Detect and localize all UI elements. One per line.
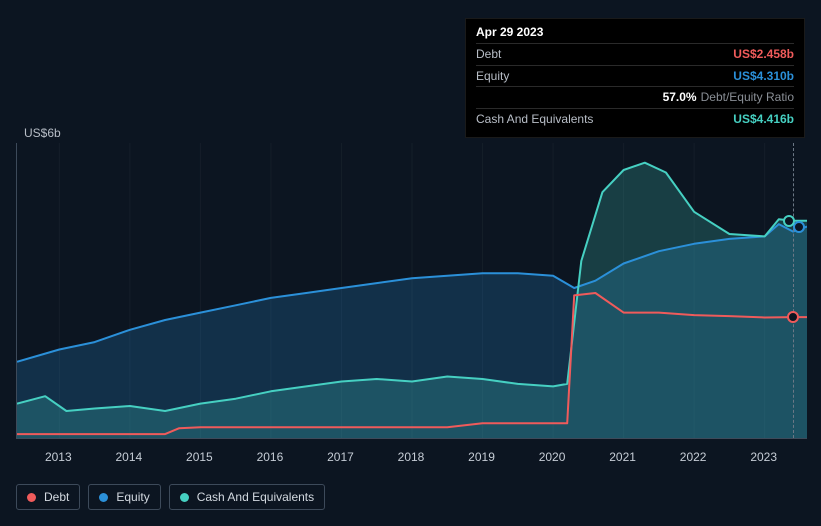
legend-label: Debt [44,490,69,504]
tooltip-value: US$4.310b [733,69,794,83]
x-axis-tick-label: 2013 [45,450,72,464]
legend-item[interactable]: Cash And Equivalents [169,484,325,510]
chart-plot-area[interactable] [16,143,807,439]
x-axis-tick-label: 2016 [257,450,284,464]
x-axis-tick-label: 2020 [539,450,566,464]
hover-tooltip: Apr 29 2023 Debt US$2.458b Equity US$4.3… [465,18,805,138]
y-axis-label-top: US$6b [24,126,61,140]
legend-label: Cash And Equivalents [197,490,314,504]
x-axis-tick-label: 2023 [750,450,777,464]
tooltip-row-ratio: 57.0%Debt/Equity Ratio [476,86,794,107]
x-axis-tick-label: 2018 [398,450,425,464]
tooltip-label: Debt [476,47,501,61]
series-marker [793,221,805,233]
tooltip-row-equity: Equity US$4.310b [476,65,794,86]
crosshair-line [793,143,794,438]
series-marker [787,311,799,323]
tooltip-row-debt: Debt US$2.458b [476,43,794,64]
chart-svg [17,143,807,438]
x-axis-tick-label: 2014 [115,450,142,464]
legend-dot-icon [27,493,36,502]
chart-root: Apr 29 2023 Debt US$2.458b Equity US$4.3… [0,0,821,526]
legend-label: Equity [116,490,149,504]
legend-dot-icon [99,493,108,502]
legend-item[interactable]: Debt [16,484,80,510]
x-axis-tick-label: 2022 [680,450,707,464]
x-axis-tick-label: 2017 [327,450,354,464]
x-axis-tick-label: 2019 [468,450,495,464]
tooltip-value: US$2.458b [733,47,794,61]
tooltip-label: Cash And Equivalents [476,112,593,126]
tooltip-value: US$4.416b [733,112,794,126]
tooltip-row-cash: Cash And Equivalents US$4.416b [476,108,794,129]
x-axis-tick-label: 2021 [609,450,636,464]
tooltip-ratio: 57.0%Debt/Equity Ratio [663,90,794,104]
legend-dot-icon [180,493,189,502]
legend: Debt Equity Cash And Equivalents [16,484,325,510]
series-marker [783,215,795,227]
x-axis-tick-label: 2015 [186,450,213,464]
tooltip-label: Equity [476,69,509,83]
legend-item[interactable]: Equity [88,484,160,510]
tooltip-date: Apr 29 2023 [476,25,794,39]
